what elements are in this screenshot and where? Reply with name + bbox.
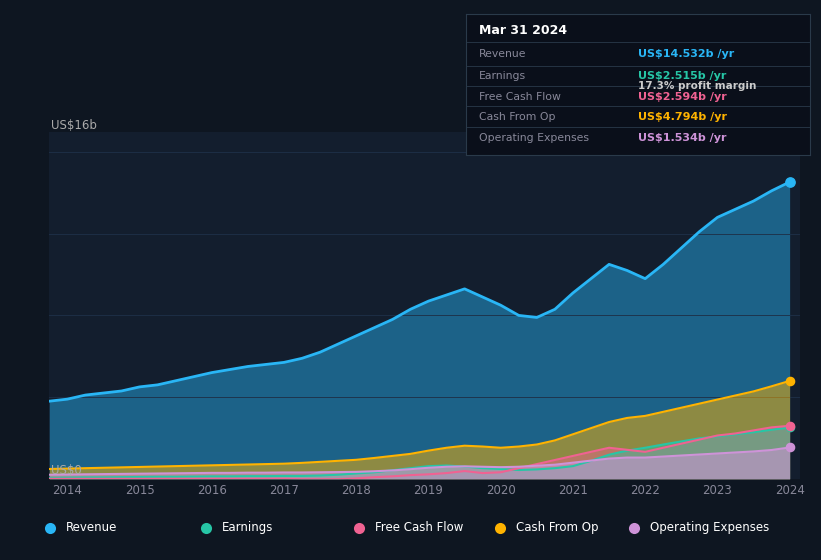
Point <box>783 423 796 432</box>
Text: US$14.532b /yr: US$14.532b /yr <box>638 49 734 59</box>
Text: US$2.515b /yr: US$2.515b /yr <box>638 71 727 81</box>
Text: Revenue: Revenue <box>66 521 117 534</box>
Point <box>783 178 796 186</box>
Text: US$2.594b /yr: US$2.594b /yr <box>638 91 727 101</box>
Text: Free Cash Flow: Free Cash Flow <box>479 91 562 101</box>
Text: Cash From Op: Cash From Op <box>516 521 599 534</box>
Text: Revenue: Revenue <box>479 49 527 59</box>
Text: US$16b: US$16b <box>51 119 97 132</box>
Point <box>783 376 796 385</box>
Text: Operating Expenses: Operating Expenses <box>649 521 769 534</box>
Point <box>783 421 796 430</box>
Text: US$1.534b /yr: US$1.534b /yr <box>638 133 727 143</box>
Text: Mar 31 2024: Mar 31 2024 <box>479 24 567 37</box>
Text: 17.3% profit margin: 17.3% profit margin <box>638 81 756 91</box>
Point <box>783 443 796 452</box>
Text: Operating Expenses: Operating Expenses <box>479 133 589 143</box>
Text: Cash From Op: Cash From Op <box>479 112 556 122</box>
Text: US$4.794b /yr: US$4.794b /yr <box>638 112 727 122</box>
Text: US$0: US$0 <box>51 464 81 477</box>
Text: Earnings: Earnings <box>479 71 526 81</box>
Text: Free Cash Flow: Free Cash Flow <box>375 521 463 534</box>
Text: Earnings: Earnings <box>222 521 273 534</box>
